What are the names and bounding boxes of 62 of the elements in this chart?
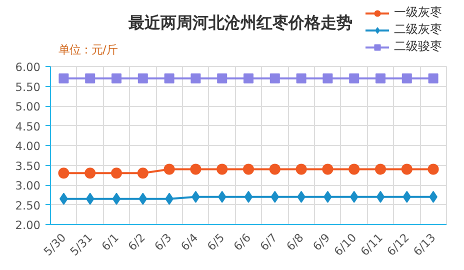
point bbox=[190, 164, 202, 175]
x-tick-label: 6/2 bbox=[125, 230, 148, 254]
point bbox=[322, 73, 333, 84]
y-tick-label: 2.50 bbox=[15, 198, 41, 212]
point bbox=[218, 190, 226, 203]
point bbox=[243, 164, 254, 175]
point bbox=[217, 73, 228, 84]
y-tick-label: 3.50 bbox=[15, 158, 41, 173]
point bbox=[84, 168, 96, 179]
point bbox=[376, 73, 386, 84]
point bbox=[138, 192, 148, 205]
x-tick-label: 6/3 bbox=[151, 230, 174, 254]
point bbox=[85, 73, 96, 84]
point bbox=[190, 73, 201, 84]
point bbox=[111, 168, 122, 179]
point bbox=[164, 164, 175, 175]
point bbox=[270, 190, 280, 203]
point bbox=[376, 190, 385, 203]
x-tick-label: 6/7 bbox=[257, 230, 280, 254]
point bbox=[402, 190, 412, 203]
point bbox=[402, 73, 412, 84]
legend-label: 一级灰枣 bbox=[394, 4, 442, 21]
point bbox=[375, 164, 386, 175]
point bbox=[244, 190, 253, 203]
point bbox=[296, 73, 306, 84]
point bbox=[401, 164, 412, 175]
legend-label: 二级灰枣 bbox=[394, 21, 442, 38]
point bbox=[348, 164, 360, 175]
point bbox=[296, 164, 307, 175]
point bbox=[216, 164, 228, 175]
y-axis-title: 单位：元/斤 bbox=[58, 42, 118, 56]
x-tick-label: 6/9 bbox=[310, 230, 333, 254]
y-tick-label: 5.50 bbox=[15, 80, 41, 94]
point bbox=[428, 73, 438, 84]
x-tick-label: 6/1 bbox=[98, 230, 122, 254]
y-tick-label: 6.00 bbox=[15, 60, 41, 74]
y-tick-label: 5.00 bbox=[15, 100, 41, 114]
point bbox=[164, 73, 174, 84]
chart-title: 最近两周河北沧州红枣价格走势 bbox=[128, 13, 352, 32]
point bbox=[58, 168, 70, 179]
legend-label: 二级骏枣 bbox=[394, 38, 442, 55]
point bbox=[244, 73, 254, 84]
y-tick-label: 4.00 bbox=[15, 139, 41, 153]
point bbox=[428, 164, 439, 175]
y-tick-label: 2.00 bbox=[15, 218, 41, 232]
point bbox=[270, 73, 280, 84]
x-tick-label: 6/4 bbox=[178, 230, 201, 254]
x-tick-label: 6/8 bbox=[283, 230, 306, 254]
y-tick-label: 3.00 bbox=[15, 178, 41, 192]
point bbox=[349, 73, 360, 84]
point bbox=[58, 73, 69, 84]
point bbox=[350, 190, 358, 203]
point bbox=[322, 164, 334, 175]
point bbox=[269, 164, 280, 175]
x-tick-label: 6/6 bbox=[230, 230, 254, 254]
point bbox=[112, 73, 122, 84]
point bbox=[137, 168, 148, 179]
point bbox=[138, 73, 148, 84]
point bbox=[112, 192, 121, 205]
x-tick-label: 6/5 bbox=[204, 230, 228, 254]
point bbox=[86, 192, 94, 205]
y-tick-label: 4.50 bbox=[15, 119, 41, 134]
